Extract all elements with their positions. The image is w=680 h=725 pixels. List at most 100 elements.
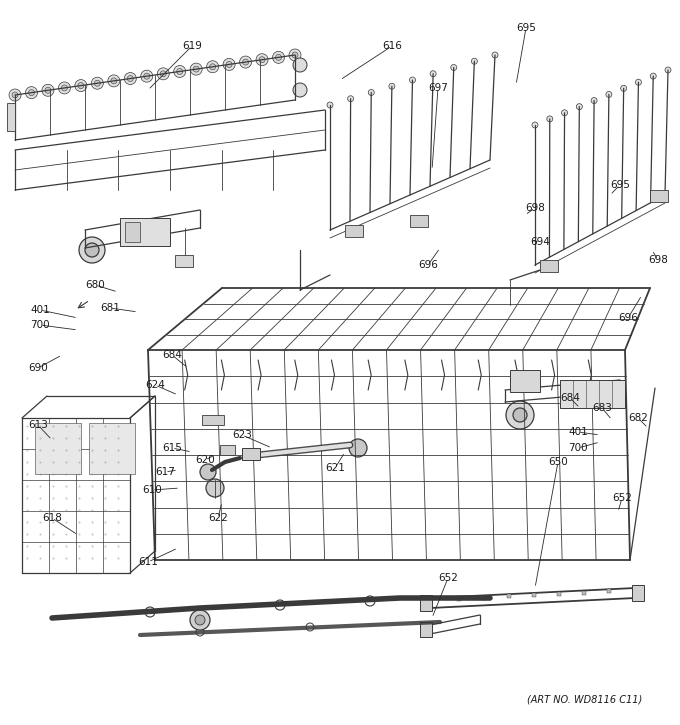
- Bar: [557, 592, 561, 596]
- Bar: [125, 222, 140, 242]
- Text: 618: 618: [42, 513, 62, 523]
- Circle shape: [471, 58, 477, 65]
- Text: 696: 696: [418, 260, 438, 270]
- Bar: [7, 103, 15, 131]
- Bar: [220, 445, 235, 455]
- Circle shape: [173, 65, 186, 78]
- Circle shape: [127, 75, 133, 81]
- Bar: [242, 448, 260, 460]
- Text: 613: 613: [28, 420, 48, 430]
- Text: 690: 690: [28, 363, 48, 373]
- Circle shape: [239, 56, 252, 68]
- Circle shape: [9, 89, 21, 101]
- Text: 620: 620: [195, 455, 215, 465]
- Circle shape: [157, 68, 169, 80]
- Circle shape: [61, 85, 67, 91]
- Circle shape: [532, 122, 538, 128]
- Text: (ART NO. WD8116 C11): (ART NO. WD8116 C11): [528, 695, 643, 705]
- Circle shape: [190, 610, 210, 630]
- Circle shape: [190, 63, 202, 75]
- Circle shape: [143, 73, 150, 79]
- Circle shape: [256, 54, 268, 66]
- Circle shape: [327, 102, 333, 108]
- Circle shape: [193, 66, 199, 72]
- Text: 695: 695: [610, 180, 630, 190]
- Circle shape: [124, 72, 136, 85]
- Bar: [175, 255, 193, 267]
- Text: 698: 698: [525, 203, 545, 213]
- Bar: [420, 622, 432, 637]
- Circle shape: [411, 217, 419, 225]
- Bar: [345, 225, 363, 237]
- Text: 621: 621: [325, 463, 345, 473]
- Bar: [510, 370, 540, 392]
- Circle shape: [306, 623, 314, 631]
- Circle shape: [541, 262, 549, 270]
- Circle shape: [195, 615, 205, 625]
- Bar: [482, 595, 486, 600]
- Bar: [632, 585, 644, 601]
- Circle shape: [409, 77, 415, 83]
- Circle shape: [621, 86, 627, 91]
- Circle shape: [369, 89, 374, 96]
- Circle shape: [577, 104, 582, 109]
- Circle shape: [547, 116, 553, 122]
- Text: 683: 683: [592, 403, 612, 413]
- Circle shape: [349, 439, 367, 457]
- Text: 700: 700: [568, 443, 588, 453]
- Text: 696: 696: [618, 313, 638, 323]
- Bar: [120, 218, 170, 246]
- Text: 684: 684: [560, 393, 580, 403]
- Bar: [89, 423, 135, 474]
- Circle shape: [346, 227, 354, 235]
- Bar: [457, 597, 461, 601]
- Circle shape: [25, 87, 37, 99]
- Circle shape: [204, 416, 212, 424]
- Circle shape: [492, 52, 498, 58]
- Circle shape: [75, 80, 87, 91]
- Circle shape: [29, 90, 35, 96]
- Text: 695: 695: [516, 23, 536, 33]
- Circle shape: [58, 82, 71, 94]
- Circle shape: [513, 408, 527, 422]
- Text: 615: 615: [162, 443, 182, 453]
- Circle shape: [223, 59, 235, 70]
- Circle shape: [85, 243, 99, 257]
- Circle shape: [226, 62, 232, 67]
- Circle shape: [45, 87, 51, 94]
- Text: 401: 401: [30, 305, 50, 315]
- Circle shape: [389, 83, 395, 89]
- Text: 652: 652: [438, 573, 458, 583]
- Circle shape: [42, 84, 54, 96]
- Circle shape: [196, 628, 204, 636]
- Bar: [650, 190, 668, 202]
- Circle shape: [111, 78, 117, 84]
- Circle shape: [141, 70, 153, 82]
- Circle shape: [243, 59, 249, 65]
- Circle shape: [430, 71, 436, 77]
- Text: 617: 617: [155, 467, 175, 477]
- Text: 694: 694: [530, 237, 550, 247]
- Circle shape: [177, 68, 183, 75]
- Bar: [607, 589, 611, 593]
- Circle shape: [91, 78, 103, 89]
- Bar: [560, 380, 625, 408]
- Text: 698: 698: [648, 255, 668, 265]
- Text: 650: 650: [548, 457, 568, 467]
- Circle shape: [665, 67, 671, 73]
- Circle shape: [293, 58, 307, 72]
- Text: 681: 681: [100, 303, 120, 313]
- Circle shape: [289, 49, 301, 61]
- Circle shape: [451, 65, 457, 70]
- Circle shape: [95, 80, 101, 86]
- Circle shape: [293, 83, 307, 97]
- Circle shape: [275, 54, 282, 60]
- Circle shape: [651, 192, 659, 200]
- Circle shape: [273, 51, 284, 63]
- Circle shape: [365, 596, 375, 606]
- Circle shape: [606, 91, 612, 97]
- Circle shape: [275, 600, 285, 610]
- Text: 623: 623: [232, 430, 252, 440]
- Circle shape: [207, 61, 219, 72]
- Circle shape: [200, 464, 216, 480]
